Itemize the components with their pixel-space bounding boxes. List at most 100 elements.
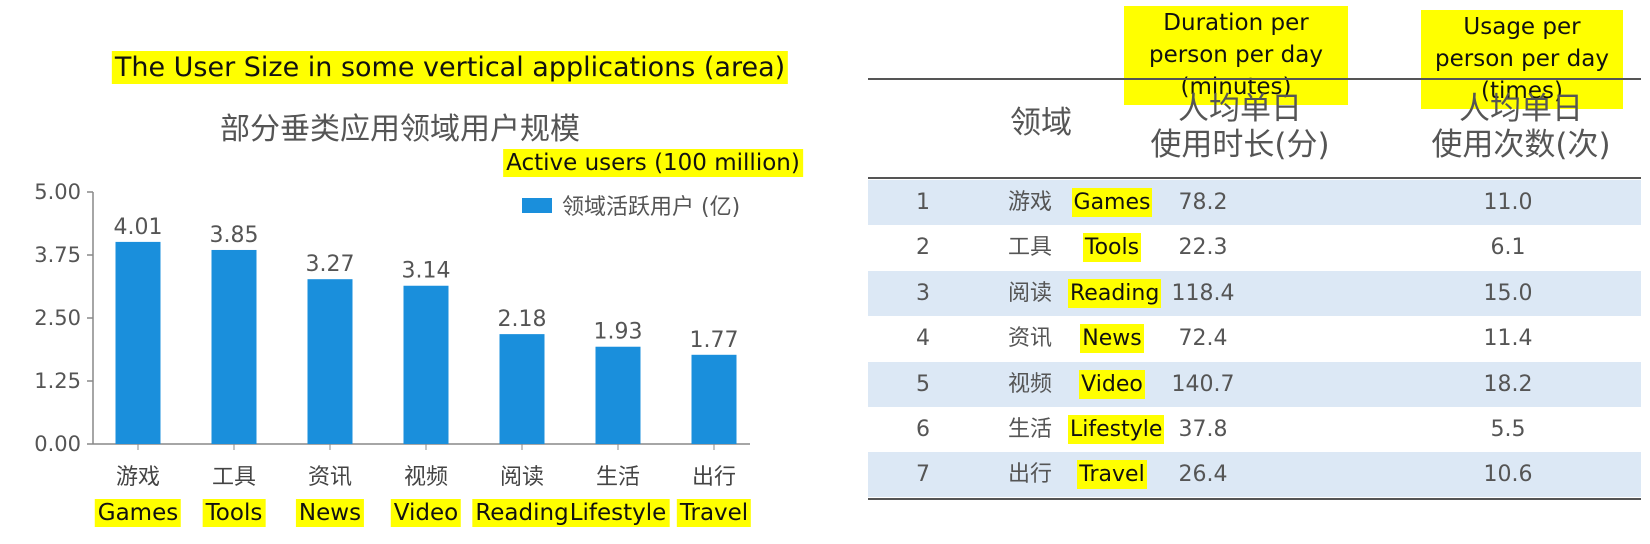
field-en-cell: Video (1068, 362, 1156, 407)
duration-cell: 22.3 (1178, 235, 1228, 261)
header-usage-cn-line2: 使用次数(次) (1431, 126, 1611, 163)
header-usage-en: Usage per person per day (times) (1421, 10, 1623, 109)
duration-cell: 78.2 (1178, 190, 1228, 215)
field-en-text: Video (1079, 369, 1145, 399)
field-en-text: Travel (1077, 460, 1147, 490)
bar-value-label: 3.14 (402, 259, 451, 284)
table-bottom-rule (868, 498, 1641, 500)
category-label-en: Games (94, 499, 182, 527)
category-label-en: Tools (202, 499, 266, 527)
field-en-cell: Tools (1068, 225, 1156, 270)
category-label-en: Video (390, 499, 462, 527)
usage-cell: 11.4 (1483, 326, 1533, 352)
category-label-en: News (295, 499, 365, 527)
header-duration-cn: 人均单日 使用时长(分) (1150, 91, 1330, 163)
bar-value-label: 1.77 (690, 328, 739, 353)
category-label-en-text: Reading (472, 499, 572, 527)
legend-en-text: Active users (100 million) (503, 149, 803, 177)
rank-cell: 1 (916, 190, 930, 215)
usage-cell: 15.0 (1483, 280, 1533, 306)
category-label-en-text: Lifestyle (566, 499, 670, 527)
table-header-rule (868, 177, 1641, 179)
rank-cell: 2 (916, 235, 930, 261)
bar-value-label: 1.93 (594, 320, 643, 345)
bar (115, 241, 161, 444)
rank-cell: 3 (916, 280, 930, 306)
category-label-cn: 工具 (211, 465, 257, 490)
field-cn-cell: 游戏 (1008, 190, 1053, 215)
usage-cell: 18.2 (1483, 371, 1533, 397)
table-row: 7 出行 Travel 26.4 10.6 (868, 452, 1641, 498)
header-duration-en-text: Duration per person per day (minutes) (1124, 6, 1348, 105)
bar (499, 334, 545, 444)
field-en-text: News (1080, 324, 1144, 354)
header-duration-cn-line1: 人均单日 (1177, 91, 1302, 127)
rank-cell: 7 (916, 462, 930, 488)
y-tick-label: 0.00 (34, 432, 81, 456)
table-top-rule (868, 78, 1641, 80)
field-en-text: Reading (1068, 278, 1162, 308)
field-cn-cell: 生活 (1008, 417, 1053, 442)
rank-cell: 4 (916, 326, 930, 352)
category-label-cn: 出行 (691, 465, 737, 490)
header-field-cn: 领域 (1010, 105, 1072, 141)
y-tick-label: 2.50 (34, 306, 81, 330)
bar-value-label: 4.01 (114, 215, 163, 240)
header-usage-en-text: Usage per person per day (times) (1421, 10, 1623, 109)
category-label-cn: 游戏 (115, 465, 161, 490)
table-row: 4 资讯 News 72.4 11.4 (868, 316, 1641, 361)
field-en-cell: Reading (1068, 271, 1162, 316)
duration-cell: 72.4 (1178, 326, 1228, 352)
table-row: 5 视频 Video 140.7 18.2 (868, 361, 1641, 407)
bar (595, 346, 641, 444)
category-label-en-text: News (295, 499, 365, 527)
table-row: 3 阅读 Reading 118.4 15.0 (868, 270, 1641, 316)
bar-value-label: 2.18 (498, 307, 547, 332)
legend-label: 领域活跃用户 (亿) (562, 195, 741, 220)
header-duration-cn-line2: 使用时长(分) (1150, 126, 1330, 163)
category-label-en-text: Tools (202, 499, 266, 527)
header-usage-cn: 人均单日 使用次数(次) (1431, 91, 1611, 163)
field-en-text: Tools (1082, 233, 1142, 263)
category-label-cn: 阅读 (499, 465, 545, 490)
duration-cell: 118.4 (1171, 280, 1235, 306)
field-en-text: Games (1071, 188, 1153, 217)
field-en-cell: Travel (1068, 452, 1156, 497)
field-cn-cell: 工具 (1008, 235, 1053, 261)
field-cn-cell: 阅读 (1008, 280, 1053, 306)
field-cn-cell: 视频 (1008, 371, 1053, 397)
usage-cell: 11.0 (1483, 190, 1533, 215)
category-label-en-text: Travel (676, 499, 752, 527)
bar-value-label: 3.85 (210, 223, 259, 248)
bar-chart: 5.00 3.75 2.50 1.25 0.00 4.01 3.85 3.27 3.14 2.18… (34, 180, 750, 456)
header-usage-cn-line1: 人均单日 (1458, 91, 1583, 127)
legend-swatch (522, 197, 552, 213)
category-label-en: Lifestyle (566, 499, 670, 527)
usage-cell: 6.1 (1490, 235, 1526, 261)
chart-title-cn: 部分垂类应用领域用户规模 (220, 112, 580, 147)
table-row: 1 游戏 Games 78.2 11.0 (868, 180, 1641, 225)
rank-cell: 5 (916, 371, 930, 397)
header-duration-en: Duration per person per day (minutes) (1124, 6, 1348, 105)
category-label-cn: 视频 (403, 465, 449, 490)
bar-value-label: 3.27 (306, 252, 355, 277)
duration-cell: 26.4 (1178, 462, 1228, 488)
bar (403, 285, 449, 444)
category-label-cn: 生活 (595, 465, 641, 490)
category-label-en: Travel (676, 499, 752, 527)
category-label-en-text: Games (94, 499, 182, 527)
usage-cell: 10.6 (1483, 462, 1533, 488)
category-label-en: Reading (472, 499, 572, 527)
bar (211, 249, 257, 444)
legend-en: Active users (100 million) (503, 149, 803, 177)
field-en-cell: Lifestyle (1068, 407, 1165, 452)
field-en-cell: News (1068, 316, 1156, 361)
field-cn-cell: 出行 (1008, 462, 1053, 488)
category-label-en-text: Video (390, 499, 462, 527)
legend: 领域活跃用户 (亿) (522, 189, 740, 221)
bar (307, 279, 353, 444)
y-tick-label: 1.25 (34, 369, 81, 393)
field-en-cell: Games (1068, 180, 1156, 225)
rank-cell: 6 (916, 417, 930, 442)
field-cn-cell: 资讯 (1008, 326, 1053, 352)
